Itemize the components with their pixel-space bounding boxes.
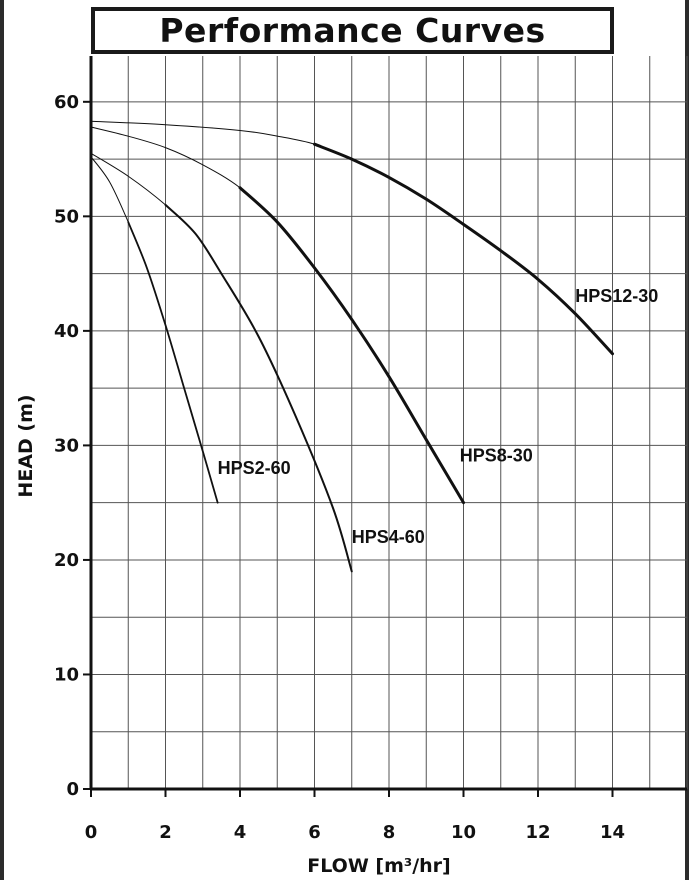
y-tick-label: 50	[54, 206, 79, 227]
series-line-hps2-60-thin	[90, 156, 219, 504]
y-tick-label: 10	[54, 664, 79, 685]
x-tick-label: 8	[383, 822, 396, 843]
y-axis-label: HEAD (m)	[15, 394, 37, 498]
curve-label-layer: HPS2-60 HPS4-60 HPS8-30 HPS12-30	[218, 286, 659, 547]
chart-title: Performance Curves	[159, 11, 546, 50]
x-tick-label: 14	[600, 822, 625, 843]
chart-title-box: Performance Curves	[91, 7, 614, 54]
y-tick-label: 40	[54, 321, 79, 342]
series-line-hps4-60	[164, 203, 353, 573]
x-tick-label: 4	[234, 822, 247, 843]
y-tick-label: 30	[54, 435, 79, 456]
series-label-hps2-60: HPS2-60	[218, 458, 291, 478]
x-tick-label: 10	[451, 822, 476, 843]
x-tick-label: 6	[308, 822, 321, 843]
tick-label-layer: 0 10 20 30 40 50 60 0 2 4 6 8 10 12 14	[54, 92, 625, 843]
grid-layer	[91, 56, 688, 789]
x-tick-label: 0	[85, 822, 98, 843]
series-layer	[90, 120, 614, 573]
y-tick-label: 0	[66, 779, 79, 800]
y-tick-label: 20	[54, 550, 79, 571]
series-label-hps12-30: HPS12-30	[575, 286, 658, 306]
series-line-hps2-60	[127, 221, 219, 504]
x-tick-label: 12	[525, 822, 550, 843]
series-line-hps12-30	[313, 142, 614, 356]
x-tick-label: 2	[159, 822, 172, 843]
series-line-hps8-30	[238, 186, 465, 505]
series-label-hps8-30: HPS8-30	[460, 445, 533, 465]
y-tick-label: 60	[54, 92, 79, 113]
series-label-hps4-60: HPS4-60	[352, 527, 425, 547]
x-axis-label: FLOW [m³/hr]	[307, 855, 451, 877]
axis-layer	[83, 56, 687, 797]
